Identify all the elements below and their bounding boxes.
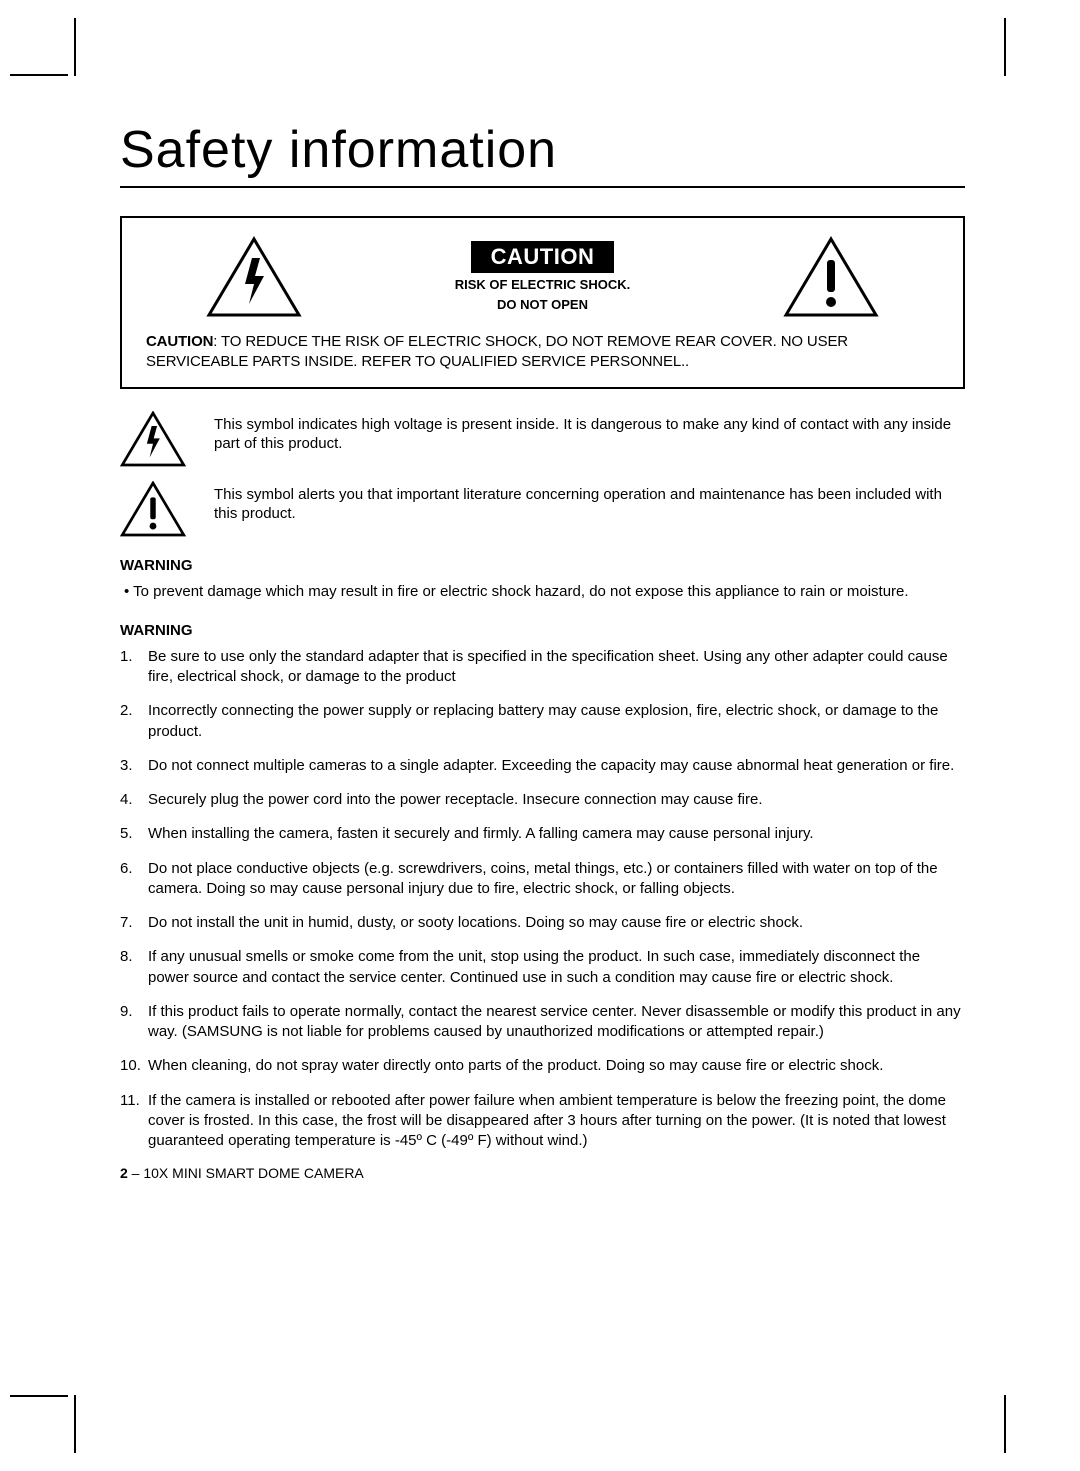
crop-mark bbox=[1004, 1395, 1006, 1453]
crop-mark bbox=[10, 74, 68, 76]
warn-item: If any unusual smells or smoke come from… bbox=[120, 947, 965, 988]
lightning-triangle-icon bbox=[120, 411, 186, 467]
crop-mark bbox=[10, 1395, 68, 1397]
symbol-volt-row: This symbol indicates high voltage is pr… bbox=[120, 411, 965, 467]
warn-item: If this product fails to operate normall… bbox=[120, 1002, 965, 1043]
caution-rest: : TO REDUCE THE RISK OF ELECTRIC SHOCK, … bbox=[146, 333, 848, 370]
warn-item: When installing the camera, fasten it se… bbox=[120, 824, 965, 844]
page-content: Safety information CAUTION RISK OF ELECT… bbox=[120, 120, 965, 1181]
crop-mark bbox=[1004, 18, 1006, 76]
caution-box: CAUTION RISK OF ELECTRIC SHOCK. DO NOT O… bbox=[120, 216, 965, 389]
caution-label-block: CAUTION RISK OF ELECTRIC SHOCK. DO NOT O… bbox=[455, 241, 631, 314]
warn-item: Be sure to use only the standard adapter… bbox=[120, 647, 965, 688]
caution-header-row: CAUTION RISK OF ELECTRIC SHOCK. DO NOT O… bbox=[146, 236, 939, 318]
lightning-triangle-icon bbox=[206, 236, 302, 318]
warn-item: Do not install the unit in humid, dusty,… bbox=[120, 913, 965, 933]
page-title: Safety information bbox=[120, 120, 965, 188]
footer-page-num: 2 bbox=[120, 1165, 128, 1181]
warn-item: When cleaning, do not spray water direct… bbox=[120, 1056, 965, 1076]
caution-body-text: CAUTION: TO REDUCE THE RISK OF ELECTRIC … bbox=[146, 332, 939, 373]
footer-text: – 10X MINI SMART DOME CAMERA bbox=[128, 1165, 364, 1181]
warn-item: If the camera is installed or rebooted a… bbox=[120, 1091, 965, 1152]
warning-list: Be sure to use only the standard adapter… bbox=[120, 647, 965, 1152]
warn-item: Do not place conductive objects (e.g. sc… bbox=[120, 859, 965, 900]
crop-mark bbox=[74, 18, 76, 76]
page-footer: 2 – 10X MINI SMART DOME CAMERA bbox=[120, 1165, 965, 1181]
caution-bold: CAUTION bbox=[146, 333, 213, 350]
symbol-excl-row: This symbol alerts you that important li… bbox=[120, 481, 965, 537]
warn-item: Incorrectly connecting the power supply … bbox=[120, 701, 965, 742]
crop-mark bbox=[74, 1395, 76, 1453]
warning2-heading: WARNING bbox=[120, 622, 965, 639]
warn-item: Securely plug the power cord into the po… bbox=[120, 790, 965, 810]
caution-badge: CAUTION bbox=[471, 241, 615, 273]
symbol-volt-text: This symbol indicates high voltage is pr… bbox=[214, 411, 965, 455]
warning1-bullet: To prevent damage which may result in fi… bbox=[120, 582, 965, 602]
warn-item: Do not connect multiple cameras to a sin… bbox=[120, 756, 965, 776]
warning1-heading: WARNING bbox=[120, 557, 965, 574]
caution-sub1: RISK OF ELECTRIC SHOCK. bbox=[455, 277, 631, 293]
symbol-excl-text: This symbol alerts you that important li… bbox=[214, 481, 965, 525]
exclamation-triangle-icon bbox=[120, 481, 186, 537]
caution-sub2: DO NOT OPEN bbox=[455, 297, 631, 313]
exclamation-triangle-icon bbox=[783, 236, 879, 318]
